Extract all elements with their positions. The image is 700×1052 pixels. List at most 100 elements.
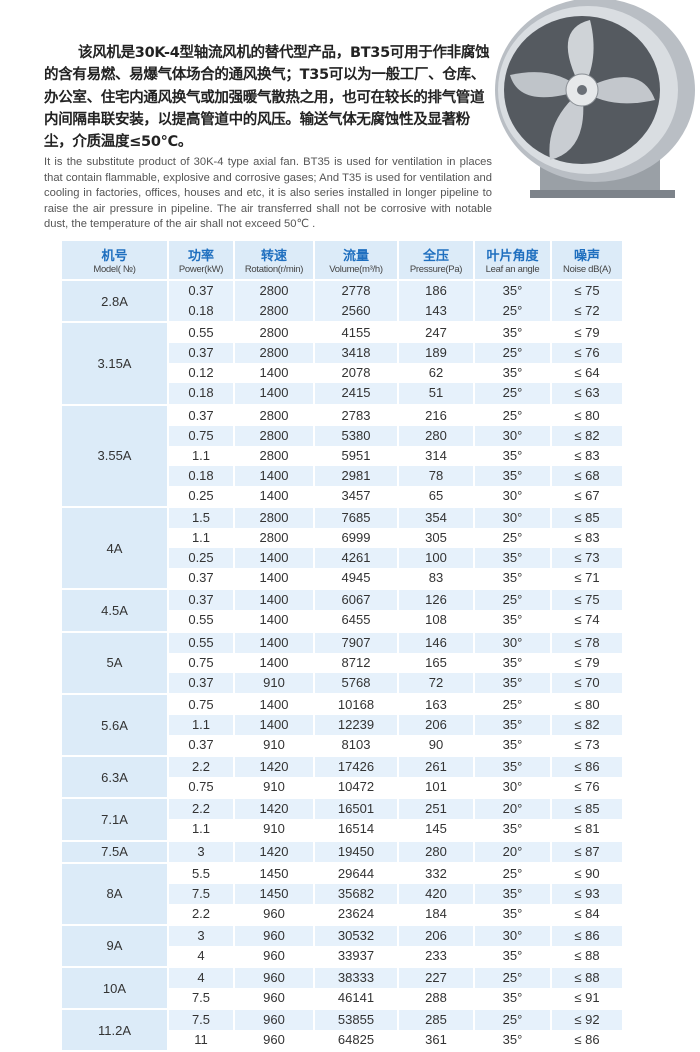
table-cell: ≤ 90: [574, 865, 600, 881]
table-cell: 1400: [259, 365, 289, 381]
table-cell: 1400: [259, 654, 289, 670]
table-cell: 8103: [341, 737, 371, 753]
table-cell: 0.25: [188, 487, 214, 503]
column-header: 功率 Power(kW): [169, 240, 233, 279]
table-cell: 314: [425, 447, 447, 463]
table-cell: ≤ 91: [574, 990, 600, 1006]
header-cn: 流量: [342, 248, 369, 264]
table-cell: 0.37: [188, 407, 214, 423]
table-cell: 960: [263, 947, 285, 963]
table-cell: 51: [399, 383, 473, 404]
table-row: 1.1 1400 12239 206 35° ≤ 82: [169, 714, 630, 736]
table-cell: 35°: [475, 548, 550, 569]
table-row: 7.5 960 46141 288 35° ≤ 91: [169, 988, 630, 1008]
table-cell: 146: [399, 632, 473, 653]
table-cell: 1400: [235, 548, 313, 569]
table-cell: ≤ 64: [574, 365, 600, 381]
table-cell: 25°: [502, 696, 523, 712]
table-cell: 206: [399, 925, 473, 946]
model-cell: 11.2A: [62, 1010, 167, 1051]
model-group: 7.1A 2.2 1420 16501 251 20° ≤ 85 1.1 910 16514 145…: [62, 799, 630, 840]
table-cell: 1400: [235, 632, 313, 653]
table-cell: 25°: [502, 530, 523, 546]
table-cell: 910: [235, 672, 313, 693]
table-row: 0.25 1400 3457 65 30° ≤ 67: [169, 486, 630, 506]
table-cell: 83: [428, 570, 444, 586]
table-cell: ≤ 67: [574, 487, 600, 503]
table-cell: 6067: [315, 590, 397, 611]
table-cell: 78: [399, 465, 473, 486]
table-cell: 1.1: [191, 447, 211, 463]
table-cell: 1400: [235, 714, 313, 736]
table-row: 2.2 1420 16501 251 20° ≤ 85: [169, 799, 630, 820]
column-header: 机号 Model( №): [62, 240, 167, 279]
table-cell: 25°: [475, 1010, 550, 1031]
table-cell: 10472: [337, 779, 375, 795]
table-cell: 7.5: [169, 1010, 233, 1031]
table-cell: 35°: [502, 447, 523, 463]
table-cell: ≤ 75: [552, 280, 622, 302]
column-header: 转速 Rotation(r/min): [235, 240, 313, 279]
table-row: 4 960 38333 227 25° ≤ 88: [169, 968, 630, 989]
table-cell: ≤ 79: [574, 654, 600, 670]
table-cell: 30°: [502, 487, 523, 503]
table-cell: 30°: [475, 508, 550, 529]
table-cell: 3: [169, 925, 233, 946]
table-cell: 35°: [502, 1032, 523, 1048]
table-cell: 165: [425, 654, 447, 670]
table-cell: ≤ 68: [552, 465, 622, 486]
table-cell: 35°: [502, 570, 523, 586]
table-cell: ≤ 86: [552, 925, 622, 946]
table-cell: 960: [263, 905, 285, 921]
table-cell: 1.1: [191, 530, 211, 546]
table-row: 0.18 1400 2981 78 35° ≤ 68: [169, 465, 630, 486]
table-cell: 0.37: [188, 570, 214, 586]
table-cell: ≤ 84: [574, 905, 600, 921]
table-row: 0.12 1400 2078 62 35° ≤ 64: [169, 363, 630, 383]
table-cell: 7907: [315, 632, 397, 653]
model-group: 3.55A 0.37 2800 2783 216 25° ≤ 80 0.75 2800 5380 2…: [62, 405, 630, 507]
table-row: 0.25 1400 4261 100 35° ≤ 73: [169, 548, 630, 569]
model-cell: 3.55A: [62, 405, 167, 507]
model-cell: 9A: [62, 925, 167, 967]
table-row: 0.75 910 10472 101 30° ≤ 76: [169, 777, 630, 797]
table-cell: ≤ 80: [574, 696, 600, 712]
table-cell: 100: [399, 548, 473, 569]
table-cell: 4261: [315, 548, 397, 569]
table-cell: 0.75: [188, 654, 214, 670]
table-cell: 7.5: [169, 883, 233, 904]
table-cell: 1420: [235, 841, 313, 862]
table-cell: 184: [425, 905, 447, 921]
table-row: 0.37 2800 2783 216 25° ≤ 80: [169, 406, 630, 426]
table-cell: 64825: [337, 1032, 375, 1048]
table-row: 4 960 33937 233 35° ≤ 88: [169, 946, 630, 966]
table-cell: 30532: [315, 925, 397, 946]
model-group: 6.3A 2.2 1420 17426 261 35° ≤ 86 0.75 910 10472 10…: [62, 757, 630, 798]
table-row: 0.55 2800 4155 247 35° ≤ 79: [169, 323, 630, 343]
header-en: Model( №): [93, 263, 136, 275]
table-row: 1.1 2800 5951 314 35° ≤ 83: [169, 446, 630, 466]
model-cell: 3.15A: [62, 323, 167, 404]
table-row: 2.2 1420 17426 261 35° ≤ 86: [169, 757, 630, 778]
table-cell: 0.75: [169, 425, 233, 446]
table-cell: 65: [428, 487, 444, 503]
table-cell: ≤ 79: [574, 325, 600, 341]
table-row: 0.55 1400 7907 146 30° ≤ 78: [169, 632, 630, 653]
table-cell: 1450: [259, 865, 289, 881]
model-cell: 4A: [62, 508, 167, 589]
model-cell: 8A: [62, 863, 167, 924]
table-cell: 2800: [259, 407, 289, 423]
table-cell: 72: [399, 672, 473, 693]
table-cell: 960: [263, 990, 285, 1006]
table-cell: 46141: [337, 990, 375, 1006]
table-cell: 2800: [235, 280, 313, 302]
table-cell: 38333: [315, 968, 397, 989]
table-cell: 25°: [475, 343, 550, 364]
table-row: 3 960 30532 206 30° ≤ 86: [169, 925, 630, 946]
table-cell: 35°: [502, 821, 523, 837]
table-cell: 25°: [475, 590, 550, 611]
table-cell: 101: [425, 779, 447, 795]
table-body: 2.8A 0.37 2800 2778 186 35° ≤ 75 0.18 2800 2560 14…: [62, 280, 630, 1051]
table-cell: 280: [399, 841, 473, 862]
column-header: 全压 Pressure(Pa): [399, 240, 473, 279]
